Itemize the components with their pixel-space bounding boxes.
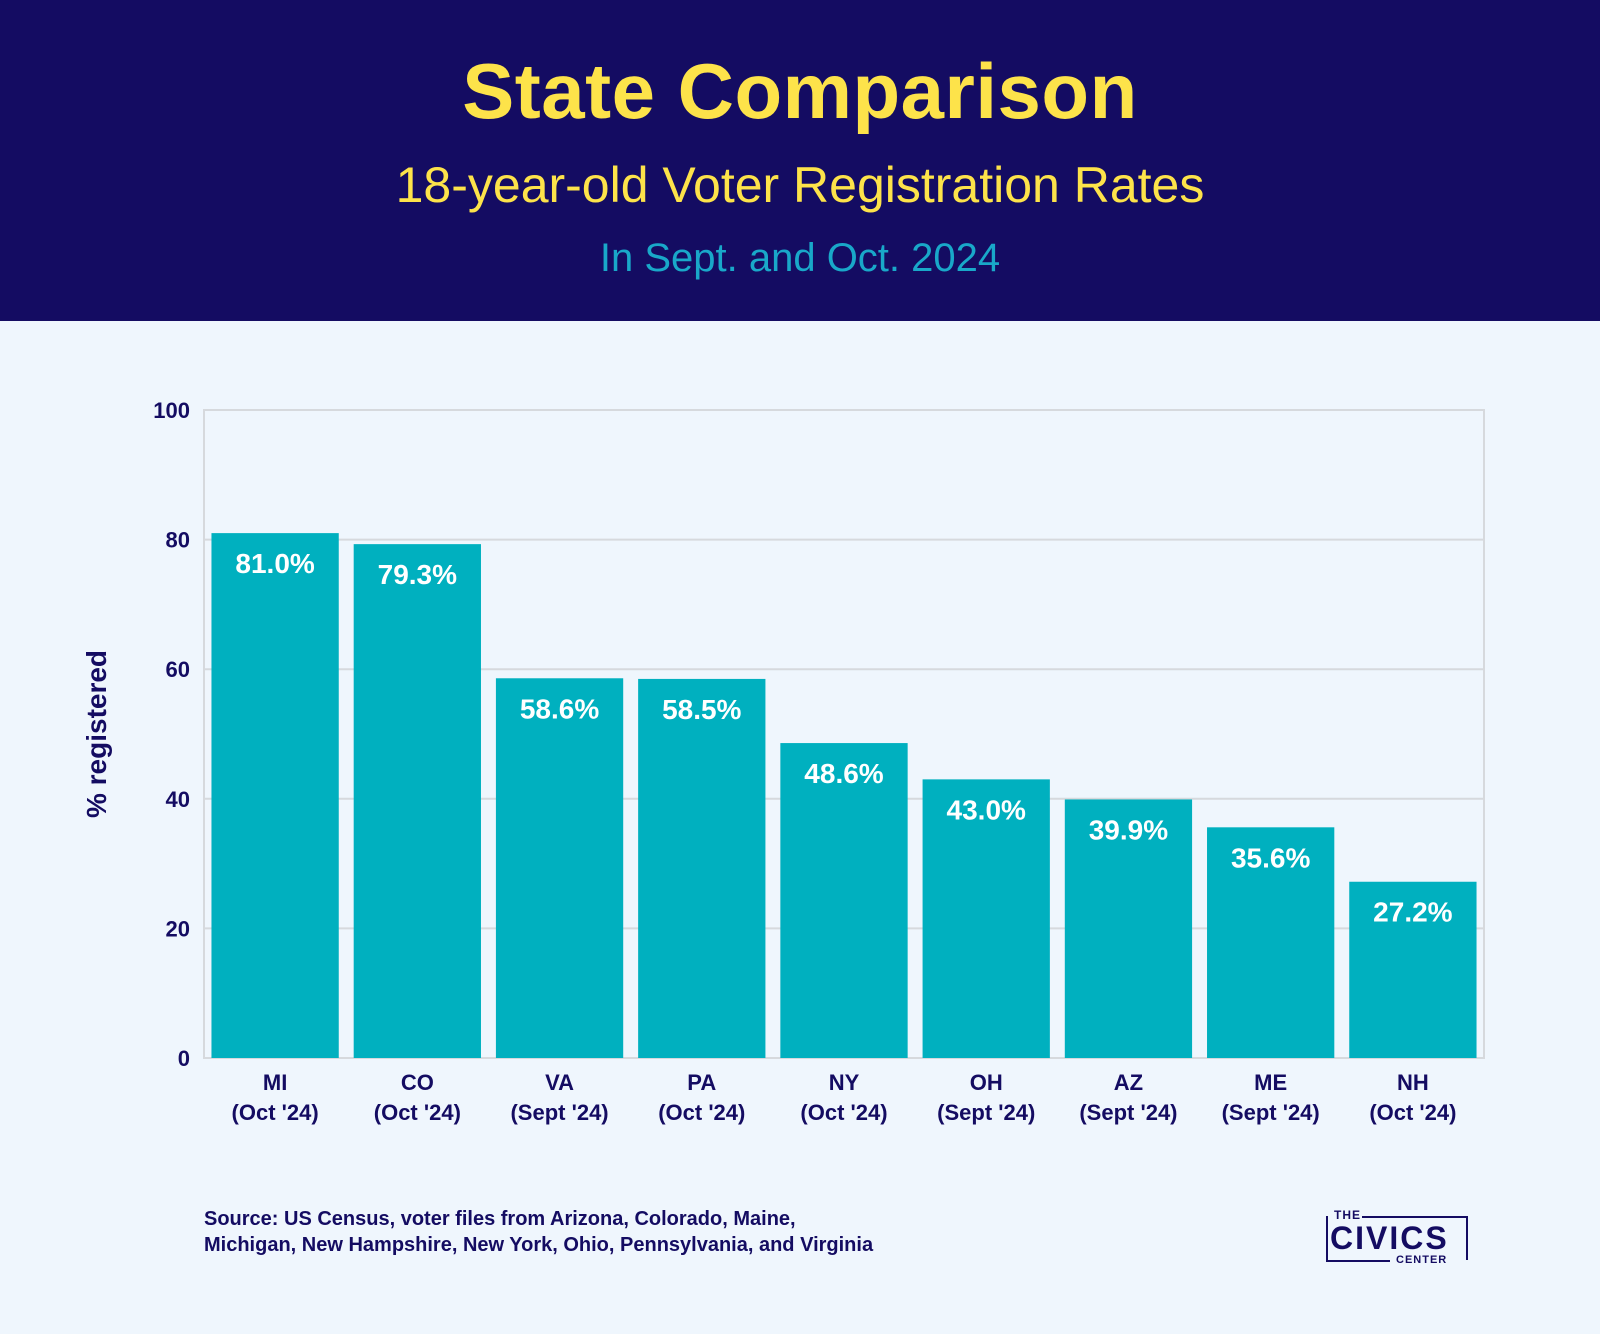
x-tick-label: PA	[687, 1070, 716, 1095]
bar-data-label: 43.0%	[947, 794, 1026, 825]
bar	[353, 544, 481, 1058]
header-banner: State Comparison 18-year-old Voter Regis…	[0, 0, 1600, 321]
bar	[638, 678, 766, 1058]
y-tick-label: 20	[166, 916, 190, 941]
x-tick-period: (Oct '24)	[800, 1100, 887, 1125]
bar-data-label: 27.2%	[1373, 897, 1452, 928]
x-tick-label: MI	[263, 1070, 287, 1095]
y-axis-label: % registered	[81, 650, 112, 818]
y-tick-label: 60	[166, 657, 190, 682]
logo-bottom-rule	[1326, 1260, 1390, 1262]
bar	[780, 743, 908, 1058]
bar-data-label: 81.0%	[235, 548, 314, 579]
source-line-2: Michigan, New Hampshire, New York, Ohio,…	[204, 1234, 874, 1256]
x-tick-label: ME	[1254, 1070, 1287, 1095]
chart-subtitle: 18-year-old Voter Registration Rates	[395, 157, 1205, 213]
bar	[211, 533, 339, 1058]
x-tick-period: (Sept '24)	[1079, 1100, 1177, 1125]
x-tick-period: (Oct '24)	[232, 1100, 319, 1125]
x-tick-label: NY	[829, 1070, 860, 1095]
x-tick-label: VA	[545, 1070, 574, 1095]
bar-data-label: 58.5%	[662, 694, 741, 725]
bar	[495, 678, 624, 1058]
bar	[1064, 799, 1193, 1058]
x-tick-label: OH	[970, 1070, 1003, 1095]
bar	[1349, 881, 1477, 1058]
logo-civics: CIVICS	[1330, 1220, 1449, 1256]
source-line-1: Source: US Census, voter files from Ariz…	[204, 1208, 796, 1230]
x-tick-period: (Oct '24)	[374, 1100, 461, 1125]
bar-data-label: 79.3%	[378, 559, 457, 590]
x-tick-period: (Sept '24)	[510, 1100, 608, 1125]
x-tick-period: (Sept '24)	[937, 1100, 1035, 1125]
logo-center: CENTER	[1396, 1254, 1448, 1266]
bar-data-label: 58.6%	[520, 693, 599, 724]
bar-data-label: 35.6%	[1231, 842, 1310, 873]
x-tick-period: (Oct '24)	[658, 1100, 745, 1125]
logo-the: THE	[1334, 1208, 1361, 1222]
y-tick-label: 40	[166, 787, 190, 812]
chart-period: In Sept. and Oct. 2024	[599, 236, 1001, 280]
x-tick-period: (Sept '24)	[1222, 1100, 1320, 1125]
y-tick-label: 100	[153, 398, 190, 423]
x-tick-label: AZ	[1114, 1070, 1143, 1095]
source-note: Source: US Census, voter files from Ariz…	[204, 1206, 1004, 1258]
bar-data-label: 48.6%	[804, 758, 883, 789]
x-tick-label: CO	[401, 1070, 434, 1095]
page-title: State Comparison	[462, 47, 1138, 135]
civics-center-logo: THE CIVICS CENTER	[1322, 1208, 1470, 1268]
bar-data-label: 39.9%	[1089, 814, 1168, 845]
x-tick-label: NH	[1397, 1070, 1429, 1095]
y-tick-label: 0	[178, 1046, 190, 1071]
y-tick-label: 80	[166, 528, 190, 553]
logo-top-rule	[1362, 1216, 1466, 1218]
x-tick-period: (Oct '24)	[1369, 1100, 1456, 1125]
bar	[1207, 827, 1335, 1058]
bar	[922, 779, 1050, 1058]
logo-frame	[1326, 1216, 1468, 1260]
